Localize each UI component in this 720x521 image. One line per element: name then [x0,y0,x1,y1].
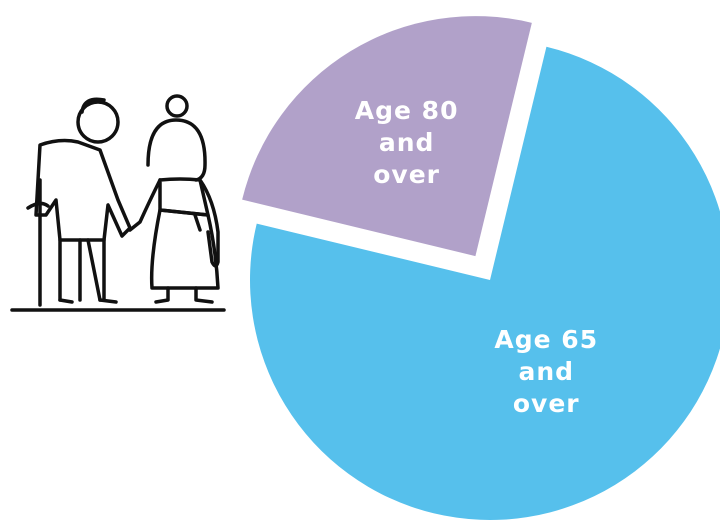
slice-label: Age 80 and over [354,96,459,190]
elderly-couple-illustration [10,94,226,312]
slice-label: Age 65 and over [494,325,599,419]
pie-slice [242,16,532,257]
pie-slice [250,46,720,520]
